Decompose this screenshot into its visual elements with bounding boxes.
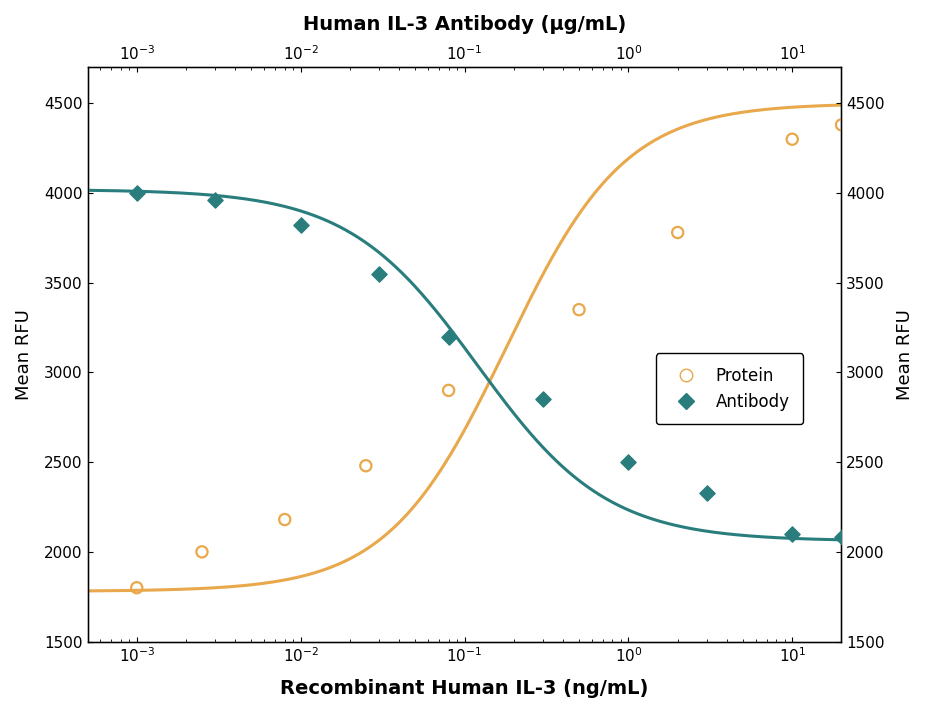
Point [535, 394, 549, 405]
Point [129, 188, 144, 199]
Point [699, 487, 714, 498]
Point [277, 514, 292, 525]
Point [571, 304, 586, 315]
Point [293, 220, 308, 231]
Point [207, 195, 222, 206]
Point [129, 582, 144, 593]
Y-axis label: Mean RFU: Mean RFU [15, 309, 33, 400]
Point [833, 119, 848, 130]
X-axis label: Human IL-3 Antibody (μg/mL): Human IL-3 Antibody (μg/mL) [303, 15, 625, 34]
Point [784, 528, 799, 540]
Point [833, 532, 848, 543]
Legend: Protein, Antibody: Protein, Antibody [655, 354, 802, 424]
Point [441, 331, 456, 342]
Point [669, 227, 684, 238]
Point [441, 385, 456, 396]
Point [358, 460, 373, 471]
X-axis label: Recombinant Human IL-3 (ng/mL): Recombinant Human IL-3 (ng/mL) [280, 679, 648, 698]
Point [371, 268, 386, 279]
Point [784, 133, 799, 145]
Point [620, 456, 635, 468]
Y-axis label: Mean RFU: Mean RFU [895, 309, 913, 400]
Point [194, 546, 209, 558]
